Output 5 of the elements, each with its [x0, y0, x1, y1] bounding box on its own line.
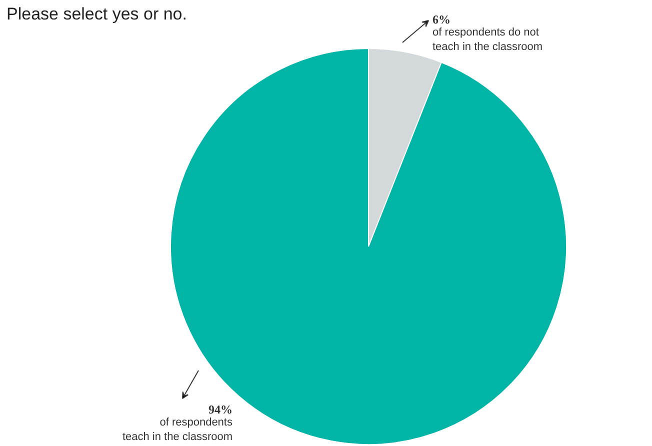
chart-title: Please select yes or no.	[6, 4, 187, 24]
text: of respondents do not teach in the classroom	[432, 26, 543, 53]
data-label: 6%	[432, 12, 450, 26]
text: of respondents teach in the classroom	[122, 416, 233, 443]
data-label: 94%	[208, 402, 232, 416]
